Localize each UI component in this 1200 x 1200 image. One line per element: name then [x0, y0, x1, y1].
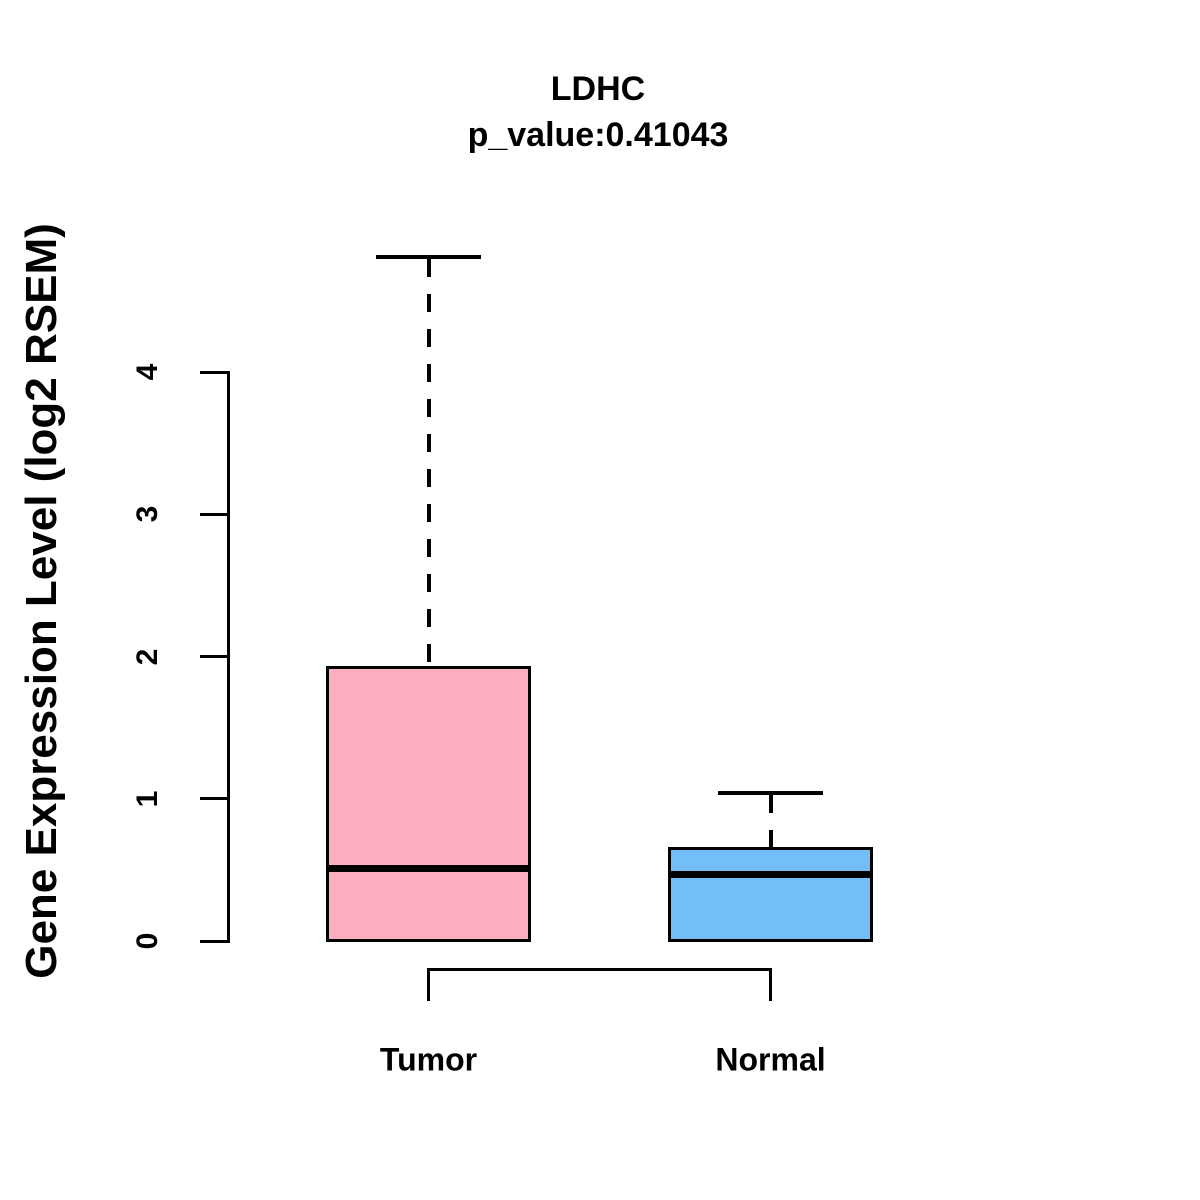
y-axis-tick — [200, 370, 230, 374]
x-axis-label-tumor: Tumor — [379, 1041, 478, 1078]
chart-subtitle: p_value:0.41043 — [467, 116, 729, 154]
tumor-whisker-cap — [376, 254, 481, 259]
comparison-bracket-top — [427, 967, 772, 971]
y-axis-tick — [200, 655, 230, 658]
y-axis-tick-label: 2 — [131, 648, 164, 665]
y-axis-tick-label: 4 — [131, 363, 164, 381]
y-axis-tick-label: 3 — [131, 505, 164, 523]
normal-median-line — [668, 870, 873, 878]
y-axis-tick — [200, 512, 230, 516]
y-axis-tick-label: 0 — [131, 932, 164, 950]
tumor-box — [326, 666, 531, 943]
normal-box — [668, 847, 873, 943]
y-axis-tick — [200, 939, 230, 943]
tumor-whisker-line — [426, 258, 431, 668]
comparison-bracket-right — [769, 967, 772, 1001]
chart-header: LDHC p_value:0.41043 — [468, 68, 729, 160]
normal-whisker-line — [768, 795, 773, 849]
chart-title: LDHC — [550, 70, 646, 108]
y-axis-tick — [200, 797, 230, 801]
y-axis-tick-label: 1 — [131, 790, 164, 808]
tumor-median-line — [326, 864, 531, 872]
comparison-bracket-left — [427, 967, 430, 1001]
x-axis-label-normal: Normal — [715, 1041, 826, 1078]
normal-whisker-cap — [718, 791, 823, 796]
